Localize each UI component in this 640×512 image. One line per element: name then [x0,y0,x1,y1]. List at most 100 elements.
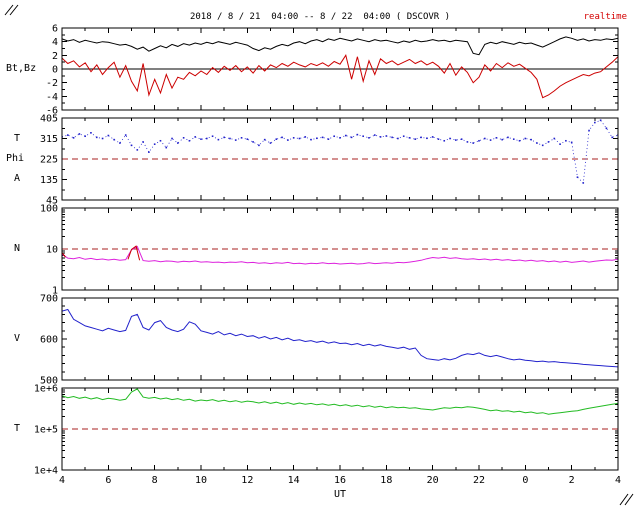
y-tick-label: 135 [40,175,58,186]
x-tick-label: 12 [241,475,253,486]
y-tick-label: 1e+5 [34,425,58,436]
series-Phi-dot [599,119,602,122]
x-tick-label: 20 [427,475,439,486]
y-tick-label: -6 [46,106,58,117]
series-Phi-dot [420,136,422,139]
corner-mark-bottom-right [619,493,634,506]
series-Phi-dot [431,136,434,138]
series-Phi-dot [188,139,191,142]
x-tick-label: 8 [152,475,158,486]
series-Phi-dot [553,137,556,140]
series-Phi-dot [426,137,428,140]
y-tick-label: 4 [52,37,58,48]
series-Phi-dot [182,137,185,139]
series-Phi-dot [397,137,399,140]
axis-label-bt-bz: Bt,Bz [6,63,37,74]
y-tick-label: 1e+4 [34,466,58,477]
y-tick-label: 225 [40,155,58,166]
x-tick-label: 14 [288,475,300,486]
panel-frame [61,297,619,381]
x-tick-label: 4 [615,475,621,486]
series-Phi-dot [495,137,498,139]
series-Phi-dot [414,138,417,140]
series-Phi-dot [460,138,463,140]
series-Phi-dot [217,138,220,141]
series-Phi-dot [200,138,202,140]
series-Phi-dot [298,137,301,140]
series-Phi-dot [368,137,370,139]
y-tick-label: 600 [40,335,58,346]
series-Phi-dot [258,144,260,147]
axis-label-theta: T [14,133,21,144]
series-Phi-dot [263,138,266,141]
axis-label-n: N [14,243,21,254]
series-N_flag [62,245,141,261]
series-T [62,388,618,415]
series-Phi-dot [489,139,492,141]
series-Phi-dot [148,151,150,153]
series-Phi-dot [478,139,480,142]
series-Phi-dot [385,135,388,137]
series-Phi-dot [72,137,75,139]
series-Phi-dot [316,137,318,140]
y-tick-label: 100 [40,204,58,215]
panel-frame [61,207,619,291]
series-Phi-dot [292,137,295,139]
series-Bz [62,54,618,99]
series-Phi-dot [565,139,567,142]
series-Phi-dot [408,137,411,139]
series-Phi-dot [321,136,324,139]
series-Phi-dot [234,139,237,141]
y-tick-label: 2 [52,51,58,62]
series-Phi-dot [107,134,110,137]
series-group [62,119,618,184]
axis-label-phi: Phi [6,153,25,164]
series-Phi-dot [304,136,307,138]
series-Phi-dot [159,139,162,142]
axis-label-v: V [14,333,21,344]
series-Phi-dot [512,138,515,140]
panel-t: 1e+4 1e+5 1e+6 [34,384,619,477]
series-Phi-dot [142,141,144,143]
x-tick-label: 6 [105,475,111,486]
series-Phi-dot [310,138,312,141]
series-Phi-dot [84,135,86,138]
y-tick-label: -2 [46,78,58,89]
x-axis-title: UT [333,489,347,500]
series-Phi-dot [130,144,133,147]
series-Phi-dot [269,142,272,144]
y-tick-label: 10 [46,245,58,256]
series-Phi-dot [483,137,486,140]
panel-frame [61,387,619,471]
series-group [62,388,618,415]
x-tick-label: 10 [195,475,207,486]
panel-v: 500 600 700 [40,294,619,387]
y-tick-label: 6 [52,24,58,35]
series-N [62,245,618,265]
series-Phi-dot [78,133,81,135]
panel-frame [61,27,619,111]
series-Phi-dot [373,134,376,136]
series-Phi-dot [66,134,69,136]
series-Phi-dot [449,137,451,140]
series-Phi-dot [472,142,475,144]
series-Phi-dot [240,137,243,139]
x-tick-label: 18 [380,475,392,486]
series-Phi-dot [391,136,393,139]
x-tick-label: 22 [473,475,485,486]
series-Phi-dot [611,136,614,139]
series-Phi-dot [402,135,405,138]
series-Phi-dot [153,143,156,145]
x-tick-label: 2 [569,475,575,486]
realtime-badge: realtime [583,12,627,22]
series-Phi-dot [246,138,249,140]
series-Phi-dot [443,139,446,142]
series-Phi-dot [501,138,503,141]
series-Phi-dot [333,135,336,138]
series-V [62,308,618,368]
y-tick-label: 405 [40,114,58,125]
series-Phi-dot [530,138,532,141]
series-Phi-dot [507,136,509,139]
